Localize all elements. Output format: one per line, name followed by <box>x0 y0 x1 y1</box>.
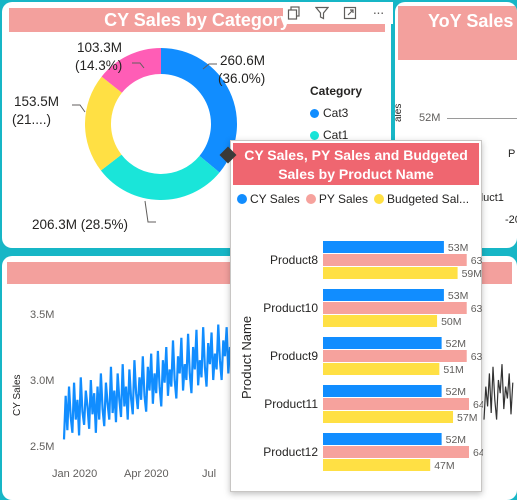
bar-legend: CY Sales PY Sales Budgeted Sal... <box>237 192 481 207</box>
bar-data-label: 64M <box>473 399 483 411</box>
bar-product8-budgeted-sales[interactable] <box>323 267 458 279</box>
bar-data-label: 59M <box>462 268 482 280</box>
bar-product9-py-sales[interactable] <box>323 350 467 362</box>
bar-data-label: 63M <box>471 351 483 363</box>
legend-title: Category <box>310 84 363 98</box>
visual-toolbar: ··· <box>283 2 393 24</box>
line-series-right-fragment <box>483 364 514 420</box>
bar-category-label: Product12 <box>263 445 318 459</box>
focus-mode-icon[interactable] <box>341 4 359 22</box>
bar-legend-dot <box>237 194 247 204</box>
bar-data-label: 63M <box>471 303 483 315</box>
legend-label: Cat3 <box>323 106 349 120</box>
donut-label-4-pct: (14.3%) <box>75 58 122 73</box>
donut-slice-slice3[interactable] <box>84 76 122 171</box>
bar-product12-cy-sales[interactable] <box>323 433 442 445</box>
bar-data-label: 52M <box>446 434 466 446</box>
line-ylabel: CY Sales <box>12 374 23 416</box>
bar-legend-item[interactable]: Budgeted Sal... <box>373 192 470 206</box>
yoy-ytick: 52M <box>419 112 441 124</box>
bar-product12-budgeted-sales[interactable] <box>323 459 431 471</box>
bar-legend-dot <box>373 194 384 204</box>
bar-legend-label: PY Sales <box>318 192 368 206</box>
bar-product8-cy-sales[interactable] <box>323 241 444 253</box>
filter-icon[interactable] <box>313 4 331 22</box>
donut-label-3: 153.5M <box>14 94 59 109</box>
bar-data-label: 50M <box>441 316 461 328</box>
bar-data-label: 57M <box>457 412 477 424</box>
donut-label-1-pct: (36.0%) <box>218 71 265 86</box>
bar-product10-py-sales[interactable] <box>323 302 467 314</box>
bar-legend-item[interactable]: CY Sales <box>237 192 300 206</box>
bar-data-label: 63M <box>471 255 483 267</box>
bar-data-label: 53M <box>448 242 468 254</box>
donut-slice-cat1[interactable] <box>100 154 220 200</box>
more-options-icon[interactable]: ··· <box>369 3 387 21</box>
line-xtick: Jul <box>202 468 216 480</box>
bar-product12-py-sales[interactable] <box>323 446 469 458</box>
line-xtick: Apr 2020 <box>124 468 169 480</box>
yoy-axis-label: ales <box>395 103 404 122</box>
donut-slice-cat3[interactable] <box>161 48 237 173</box>
bar-product11-py-sales[interactable] <box>323 398 469 410</box>
bar-category-label: Product8 <box>270 253 318 267</box>
bar-title: CY Sales, PY Sales and Budgeted Sales by… <box>233 143 479 185</box>
legend-item-cat1[interactable]: Cat1 <box>310 128 388 142</box>
donut-label-2: 206.3M (28.5%) <box>32 217 128 232</box>
line-ytick: 2.5M <box>30 441 54 453</box>
bar-product10-budgeted-sales[interactable] <box>323 315 438 327</box>
donut-slice-slice4[interactable] <box>101 48 161 93</box>
donut-legend: Category Cat3 Cat1 <box>310 84 388 142</box>
legend-item-cat3[interactable]: Cat3 <box>310 106 388 120</box>
line-series-cy-sales[interactable] <box>62 324 232 440</box>
line-xtick: Jan 2020 <box>52 468 97 480</box>
donut-label-1: 260.6M <box>220 53 265 68</box>
yoy-title: YoY Sales <box>398 6 517 60</box>
bar-data-label: 53M <box>448 290 468 302</box>
bar-card[interactable]: CY Sales, PY Sales and Budgeted Sales by… <box>230 140 483 492</box>
line-ytick: 3.5M <box>30 309 54 321</box>
bar-legend-label: Budgeted Sal... <box>386 192 470 206</box>
legend-label: Cat1 <box>323 128 349 142</box>
bar-product11-budgeted-sales[interactable] <box>323 411 454 423</box>
bar-category-label: Product11 <box>264 397 318 411</box>
leader-line-cat-yellow <box>72 104 86 113</box>
legend-dot <box>310 130 319 140</box>
donut-label-3-pct: (21....) <box>12 112 51 127</box>
copy-icon[interactable] <box>285 4 303 22</box>
leader-line-cat1 <box>144 200 156 223</box>
yoy-partial-neg: -20 <box>505 214 517 226</box>
bar-legend-item[interactable]: PY Sales <box>305 192 368 206</box>
bar-category-label: Product9 <box>270 349 318 363</box>
leader-line-cat-pink <box>132 62 145 69</box>
bar-product9-cy-sales[interactable] <box>323 337 442 349</box>
leader-line-cat3 <box>202 63 217 70</box>
bar-data-label: 64M <box>473 447 483 459</box>
line-chart: 3.5M 3.0M 2.5M Jan 2020 Apr 2020 Jul <box>30 309 514 480</box>
bar-product9-budgeted-sales[interactable] <box>323 363 440 375</box>
donut-label-4: 103.3M <box>77 40 122 55</box>
bar-legend-label: CY Sales <box>250 192 300 206</box>
bar-data-label: 52M <box>446 386 466 398</box>
legend-dot <box>310 108 319 118</box>
donut-chart: 260.6M (36.0%) 206.3M (28.5%) 153.5M (21....… <box>12 40 265 232</box>
yoy-gridline <box>447 118 517 119</box>
line-ytick: 3.0M <box>30 375 54 387</box>
bar-ylabel: Product Name <box>239 315 254 399</box>
yoy-partial-p: P <box>508 148 516 160</box>
bar-title-line1: CY Sales, PY Sales and Budgeted <box>244 147 468 163</box>
bar-product8-py-sales[interactable] <box>323 254 467 266</box>
yoy-partial-product: duct1 <box>477 192 504 204</box>
bar-legend-dot <box>305 194 316 204</box>
bar-title-line2: Sales by Product Name <box>278 166 434 182</box>
bar-product10-cy-sales[interactable] <box>323 289 444 301</box>
bar-data-label: 52M <box>446 338 466 350</box>
bar-data-label: 51M <box>443 364 463 376</box>
bar-data-label: 47M <box>434 460 454 472</box>
bar-chart: Product853M63M59MProduct1053M63M50MProdu… <box>263 241 483 472</box>
bar-product11-cy-sales[interactable] <box>323 385 442 397</box>
bar-category-label: Product10 <box>263 301 318 315</box>
